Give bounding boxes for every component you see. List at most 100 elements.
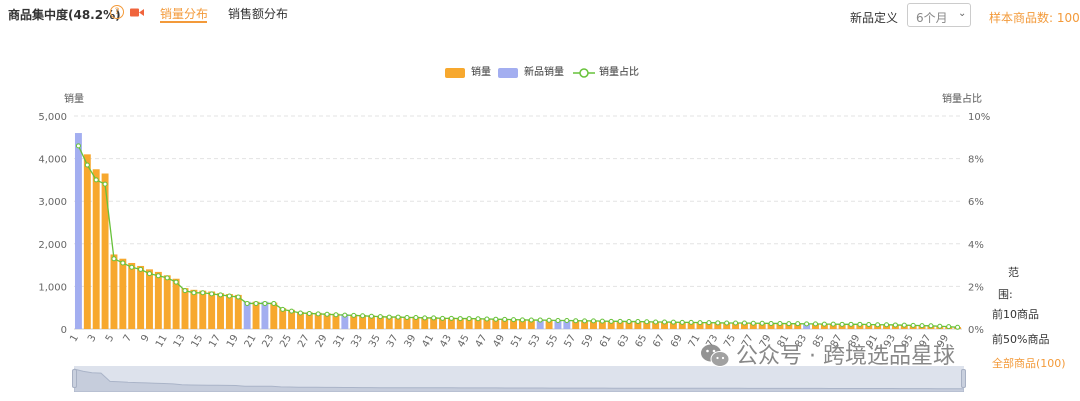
active-tab-indicator bbox=[160, 21, 207, 23]
ratio-point bbox=[582, 318, 588, 324]
ratio-point bbox=[502, 316, 508, 322]
ratio-point bbox=[333, 312, 339, 318]
range-filter-label-2: 围: bbox=[998, 288, 1013, 301]
x-tick-label: 43 bbox=[438, 333, 454, 350]
ratio-point bbox=[777, 320, 783, 326]
ratio-point bbox=[448, 315, 454, 321]
ratio-point bbox=[138, 266, 144, 272]
bar bbox=[350, 314, 358, 329]
bar bbox=[474, 318, 482, 329]
x-tick-label: 7 bbox=[122, 333, 135, 344]
bar bbox=[181, 288, 189, 329]
ratio-point bbox=[537, 317, 543, 323]
ratio-point bbox=[440, 315, 446, 321]
ratio-point bbox=[466, 316, 472, 322]
ratio-point bbox=[146, 271, 152, 277]
bar bbox=[128, 262, 136, 329]
ratio-point bbox=[324, 311, 330, 317]
ratio-point bbox=[484, 316, 490, 322]
bar bbox=[447, 317, 455, 329]
y-tick-label-right: 2% bbox=[968, 282, 984, 293]
bar bbox=[288, 309, 296, 329]
bar bbox=[581, 320, 589, 329]
bar bbox=[510, 318, 518, 329]
data-zoom-slider[interactable] bbox=[72, 366, 966, 392]
ratio-point bbox=[599, 318, 605, 324]
x-tick-label: 1 bbox=[68, 333, 81, 344]
bar bbox=[146, 269, 153, 329]
period-select[interactable]: 6个月 ⌄ bbox=[907, 3, 971, 27]
ratio-point bbox=[546, 317, 552, 323]
legend-swatch-new-sales bbox=[498, 68, 518, 78]
tab-sales-volume-distribution[interactable]: 销量分布 bbox=[160, 7, 209, 21]
ratio-point bbox=[839, 321, 845, 327]
bar-new-product bbox=[261, 301, 269, 329]
ratio-point bbox=[804, 321, 810, 327]
ratio-point bbox=[617, 318, 623, 324]
y-tick-label-right: 10% bbox=[968, 112, 990, 123]
bar bbox=[225, 294, 233, 329]
ratio-point bbox=[271, 300, 277, 306]
ratio-point bbox=[608, 318, 614, 324]
ratio-point bbox=[653, 319, 659, 325]
range-option-top50-percent[interactable]: 前50%商品 bbox=[992, 333, 1050, 346]
bar bbox=[323, 313, 331, 329]
tab-sales-amount-distribution[interactable]: 销售额分布 bbox=[228, 7, 289, 21]
ratio-point bbox=[235, 294, 241, 300]
ratio-point bbox=[670, 319, 676, 325]
bar bbox=[723, 322, 731, 329]
sample-count: 样本商品数: 100 bbox=[989, 11, 1080, 25]
bar-new-product bbox=[74, 133, 82, 329]
slider-handle-left[interactable] bbox=[72, 369, 77, 388]
bar bbox=[732, 322, 740, 329]
ratio-point bbox=[368, 313, 374, 319]
x-tick-label: 47 bbox=[474, 333, 490, 350]
x-tick-label: 3 bbox=[86, 333, 99, 344]
ratio-point bbox=[93, 177, 99, 183]
bar bbox=[794, 323, 802, 329]
x-tick-label: 45 bbox=[456, 333, 472, 350]
range-option-top10[interactable]: 前10商品 bbox=[992, 308, 1039, 321]
bar bbox=[501, 318, 509, 329]
bars bbox=[74, 133, 962, 329]
question-circle-icon[interactable]: ? bbox=[110, 5, 124, 19]
ratio-point bbox=[360, 313, 366, 319]
ratio-point bbox=[688, 319, 694, 325]
bar bbox=[394, 316, 402, 329]
bar bbox=[199, 290, 207, 329]
slider-handle-right[interactable] bbox=[961, 369, 966, 388]
ratio-point bbox=[280, 306, 286, 312]
ratio-point bbox=[715, 320, 721, 326]
x-tick-label: 61 bbox=[598, 333, 614, 350]
x-tick-label: 67 bbox=[651, 333, 667, 350]
bar-new-product bbox=[341, 314, 349, 329]
ratio-point bbox=[218, 292, 224, 298]
ratio-point bbox=[253, 300, 259, 306]
ratio-point bbox=[910, 322, 916, 328]
range-option-all[interactable]: 全部商品(100) bbox=[992, 357, 1066, 370]
x-tick-label: 39 bbox=[403, 333, 419, 350]
bar bbox=[740, 322, 748, 329]
ratio-point bbox=[306, 310, 312, 316]
ratio-point bbox=[431, 315, 437, 321]
bar bbox=[634, 321, 642, 329]
y-tick-label-left: 2,000 bbox=[38, 240, 67, 251]
y-tick-label-left: 0 bbox=[61, 325, 67, 336]
ratio-point bbox=[866, 322, 872, 328]
slider-preview-area bbox=[74, 368, 964, 392]
y-axis-label-right: 销量占比 bbox=[942, 92, 982, 105]
legend-label-ratio: 销量占比 bbox=[599, 67, 639, 78]
range-filter-label: 范 bbox=[1008, 266, 1019, 279]
ratio-point bbox=[413, 314, 419, 320]
bar bbox=[314, 312, 322, 329]
bar bbox=[456, 317, 464, 329]
video-camera-icon[interactable] bbox=[130, 8, 144, 17]
x-tick-label: 59 bbox=[580, 333, 596, 350]
ratio-point bbox=[191, 290, 197, 296]
bar bbox=[172, 278, 180, 329]
x-tick-label: 11 bbox=[154, 333, 170, 350]
bar bbox=[154, 271, 162, 329]
bar bbox=[492, 318, 500, 329]
x-tick-label: 57 bbox=[562, 333, 578, 350]
bar bbox=[572, 320, 580, 329]
